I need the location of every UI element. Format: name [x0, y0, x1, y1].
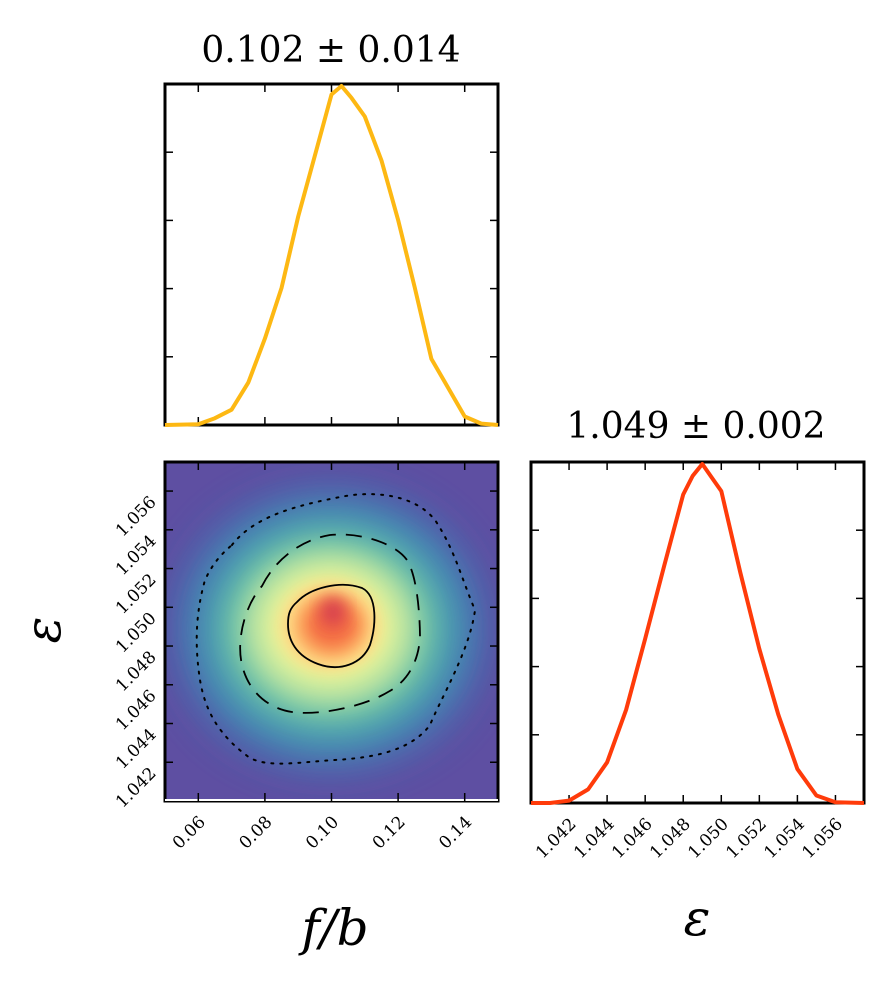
joint-xtick-label-4: 0.14: [435, 812, 476, 853]
joint-ytick-label-0: 1.042: [112, 764, 161, 813]
right-xtick-label-0: 1.042: [532, 814, 581, 863]
joint-density-ticks: [165, 462, 498, 801]
joint-density-ylabel: ε: [14, 617, 72, 644]
joint-ytick-label-5: 1.052: [112, 570, 161, 619]
marginal-f-over-b-curve: [164, 84, 499, 427]
joint-ytick-label-7: 1.056: [112, 492, 161, 541]
marginal-epsilon-curve: [531, 462, 865, 805]
contour-outer-dotted: [195, 493, 477, 765]
right-xtick-label-7: 1.056: [798, 814, 847, 863]
marginal-epsilon-title: 1.049 ± 0.002: [566, 406, 825, 447]
joint-ytick-label-4: 1.050: [112, 609, 161, 658]
joint-density-heatmap: [165, 462, 498, 801]
joint-ytick-label-1: 1.044: [112, 725, 161, 774]
joint-xtick-label-3: 0.12: [369, 812, 410, 853]
heatmap-peak: [321, 598, 345, 626]
joint-xtick-label-2: 0.10: [302, 812, 343, 853]
right-xtick-label-2: 1.046: [608, 814, 657, 863]
right-xtick-label-5: 1.052: [722, 814, 771, 863]
joint-ytick-label-6: 1.054: [112, 531, 161, 580]
marginal-epsilon-panel: 1.049 ± 0.002 1.0421.0441.0461.0481.0501…: [529, 406, 866, 947]
right-xtick-label-4: 1.050: [684, 814, 733, 863]
marginal-epsilon-frame: [529, 460, 866, 805]
right-xtick-label-6: 1.054: [760, 814, 809, 863]
marginal-f-over-b-frame: [163, 82, 500, 427]
marginal-f-over-b-panel: 0.102 ± 0.014: [163, 30, 500, 427]
marginal-f-over-b-ticks: [165, 84, 498, 425]
joint-xtick-label-0: 0.06: [169, 812, 210, 853]
joint-ytick-label-3: 1.048: [112, 647, 161, 696]
joint-density-x-tick-labels: 0.06 0.08 0.10 0.12 0.14: [169, 812, 476, 853]
contour-middle-dashed: [239, 533, 421, 714]
right-xtick-label-3: 1.048: [646, 814, 695, 863]
joint-xtick-label-1: 0.08: [236, 812, 277, 853]
joint-ytick-label-2: 1.046: [112, 686, 161, 735]
joint-density-panel: 0.06 0.08 0.10 0.12 0.14 1.0421.0441.0461.04…: [14, 460, 500, 957]
marginal-epsilon-xlabel: ε: [684, 889, 711, 947]
right-xtick-label-1: 1.044: [570, 814, 619, 863]
contour-inner-solid: [287, 584, 376, 668]
marginal-f-over-b-title: 0.102 ± 0.014: [201, 30, 460, 71]
joint-density-xlabel: f/b: [297, 899, 368, 957]
